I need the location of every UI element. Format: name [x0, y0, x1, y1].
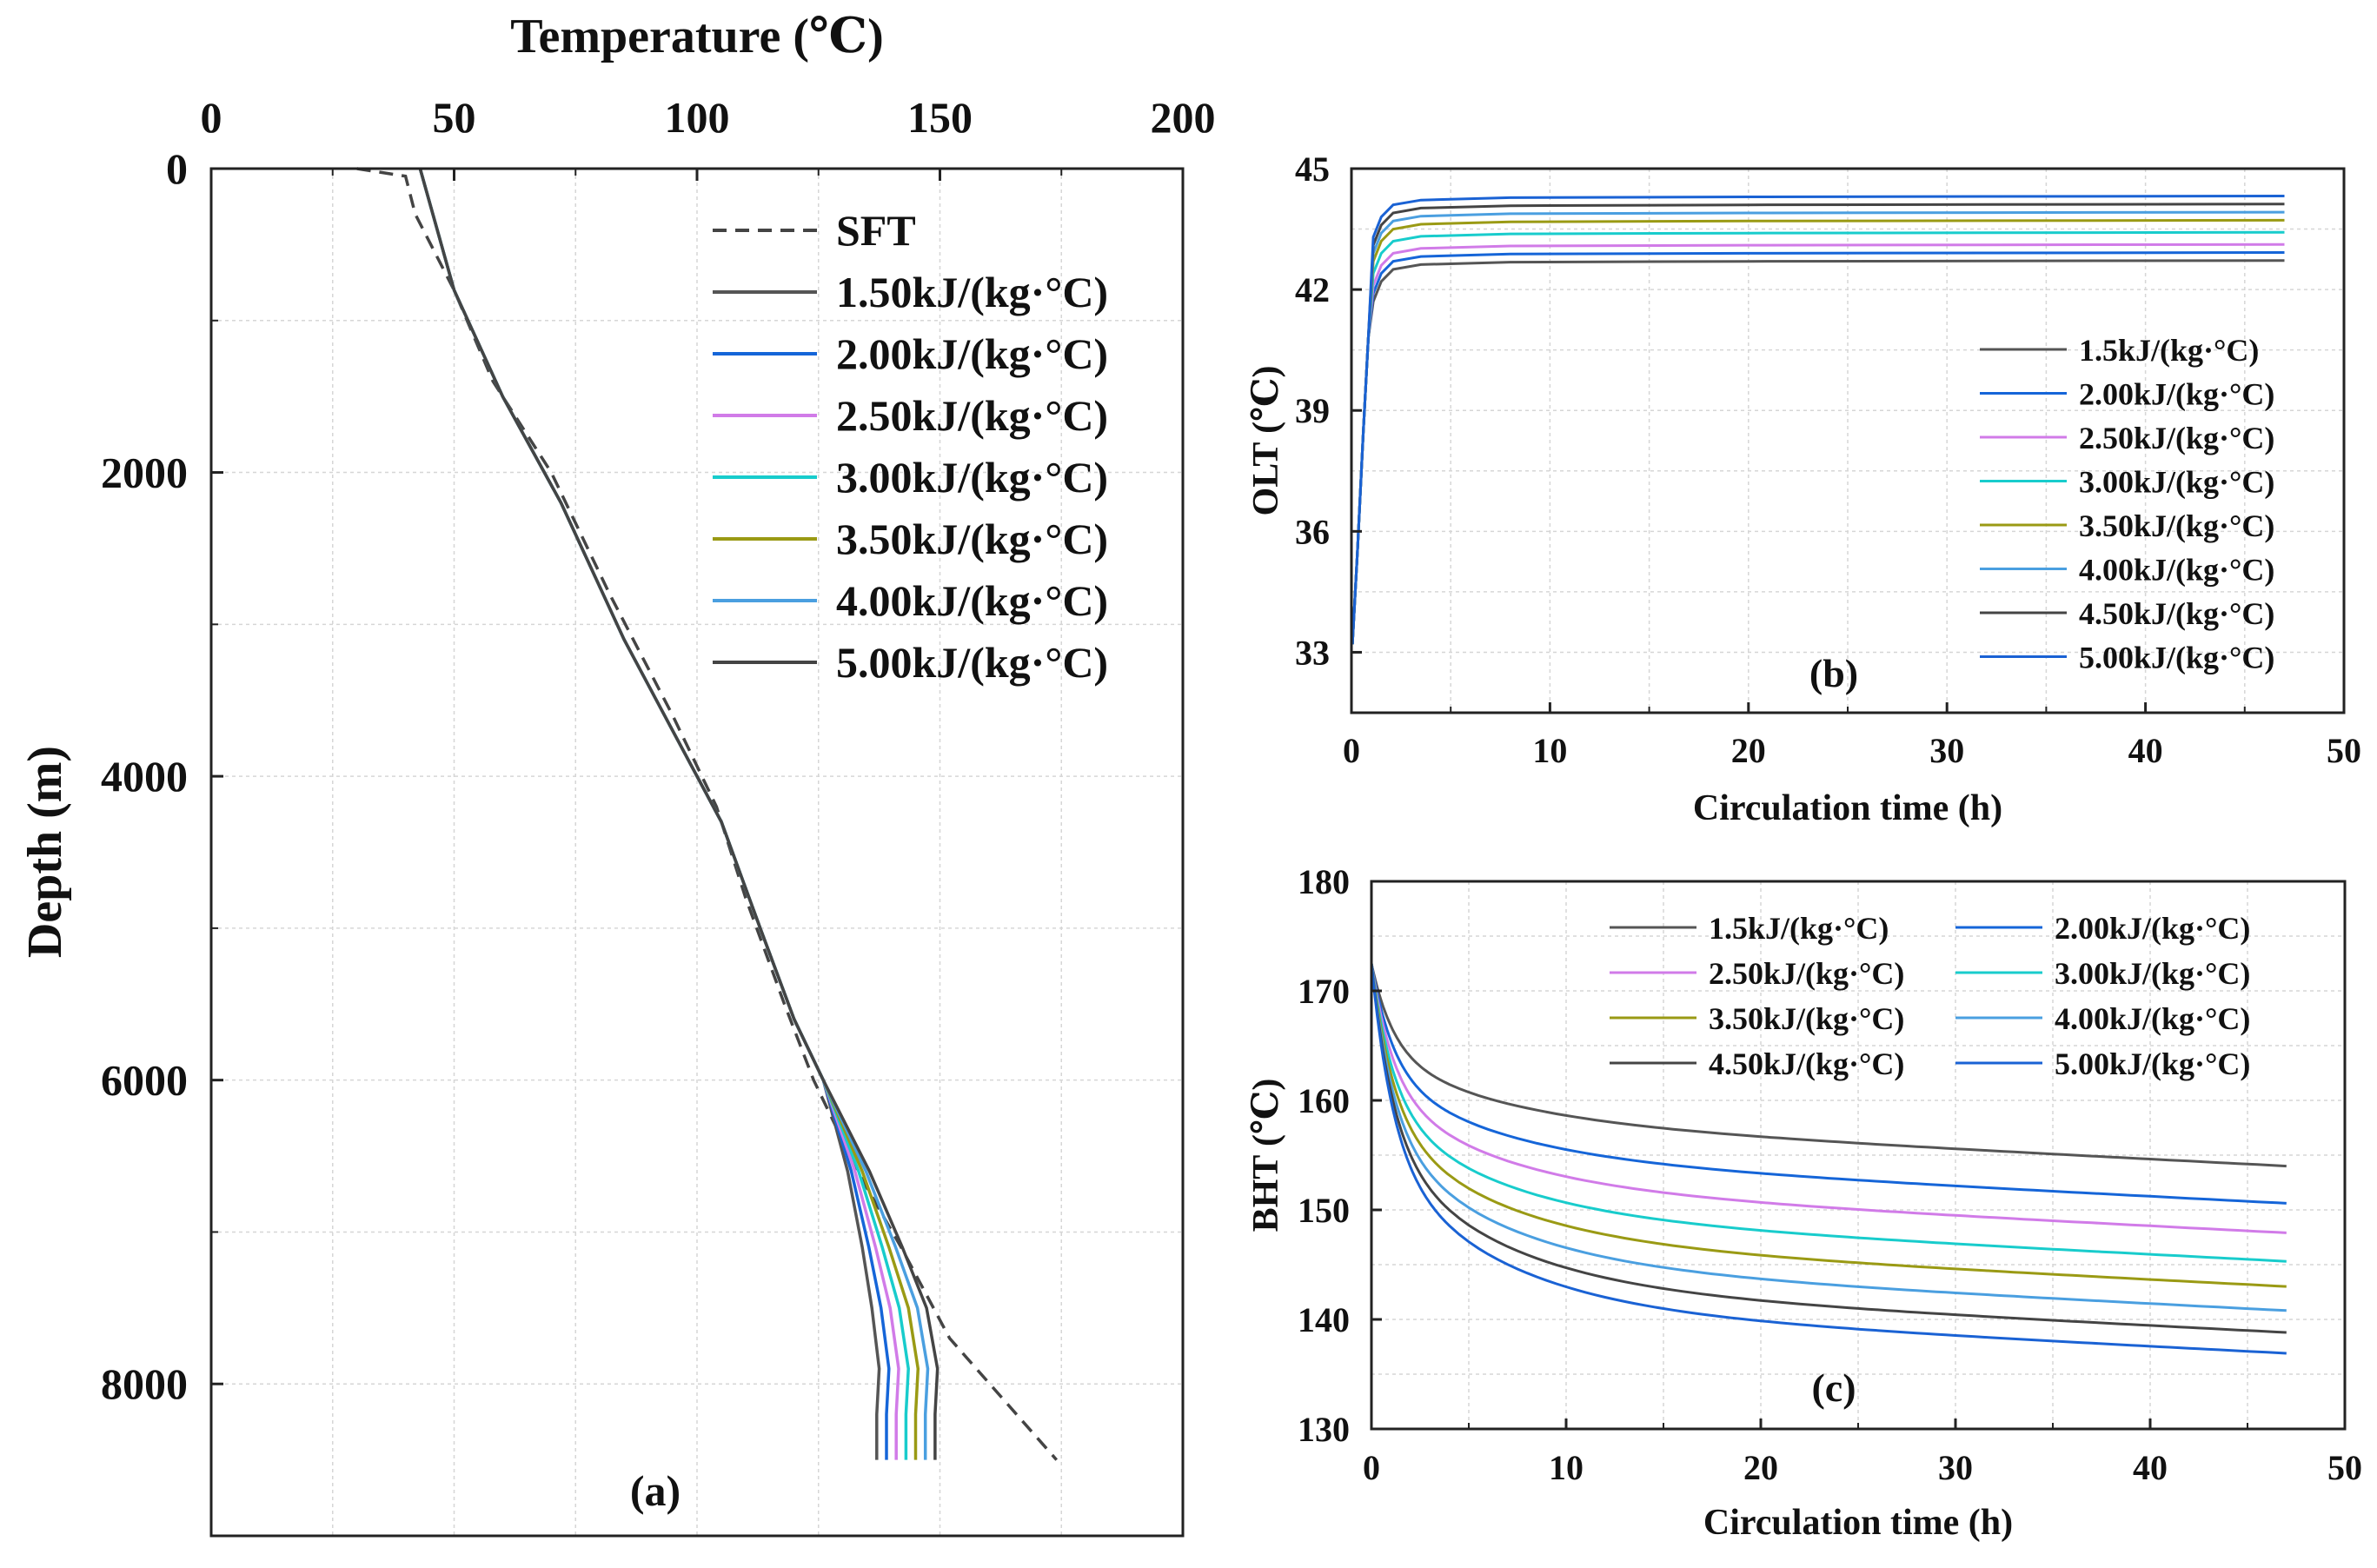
panel-a-ylabel: Depth (m)	[18, 746, 72, 958]
panel-c-label: (c)	[1811, 1365, 1856, 1410]
panel-c-series-line	[1370, 963, 2287, 1355]
panel-c-series-line	[1370, 963, 2287, 1205]
panel-c-series-line	[1370, 963, 2287, 1312]
panel-a-legend-label: 3.00kJ/(kg·°C)	[836, 453, 1108, 502]
panel-c-ytick-label: 180	[1298, 862, 1350, 901]
panel-b-legend-label: 4.50kJ/(kg·°C)	[2079, 596, 2274, 631]
panel-b-lines	[1351, 195, 2285, 645]
panel-c-legend-label: 5.00kJ/(kg·°C)	[2055, 1046, 2250, 1081]
panel-a-xtick-label: 0	[201, 93, 222, 142]
panel-c-xtick-label: 0	[1363, 1448, 1380, 1487]
panel-c-series-line	[1370, 963, 2287, 1168]
panel-c-legend-label: 4.50kJ/(kg·°C)	[1709, 1046, 1904, 1081]
panel-a-xtick-label: 200	[1151, 93, 1216, 142]
panel-a-label: (a)	[630, 1466, 681, 1515]
panel-a-series-line	[418, 168, 900, 1460]
panel-c-xlabel: Circulation time (h)	[1703, 1503, 2013, 1543]
panel-c-series-line	[1370, 963, 2287, 1263]
panel-c-xtick-label: 50	[2327, 1448, 2362, 1487]
panel-a-legend-label: 1.50kJ/(kg·°C)	[836, 268, 1108, 316]
panel-c-ytick-label: 130	[1298, 1410, 1350, 1449]
panel-a-ytick-label: 6000	[101, 1056, 188, 1105]
panel-c-series-line	[1370, 963, 2287, 1234]
panel-b-ytick-label: 45	[1295, 149, 1330, 189]
panel-c-grid	[1371, 881, 2345, 1429]
panel-c-xtick-label: 40	[2133, 1448, 2168, 1487]
panel-b-ytick-label: 42	[1295, 270, 1330, 309]
panel-a-legend-label: 2.00kJ/(kg·°C)	[836, 329, 1108, 378]
panel-a-legend-label: 5.00kJ/(kg·°C)	[836, 638, 1108, 687]
panel-c-xtick-label: 10	[1549, 1448, 1584, 1487]
panel-c-legend-label: 2.00kJ/(kg·°C)	[2055, 911, 2250, 946]
panel-c-ytick-label: 140	[1298, 1300, 1350, 1339]
panel-b-legend-label: 2.00kJ/(kg·°C)	[2079, 377, 2274, 412]
panel-b-legend-label: 3.00kJ/(kg·°C)	[2079, 465, 2274, 500]
panel-a-xtick-label: 150	[907, 93, 973, 142]
panel-a-series-line	[418, 168, 891, 1460]
panel-b-xtick-label: 30	[1929, 731, 1964, 770]
panel-c-legend-label: 4.00kJ/(kg·°C)	[2055, 1001, 2250, 1036]
panel-c-legend-label: 3.50kJ/(kg·°C)	[1709, 1001, 1904, 1036]
panel-a-series-line	[418, 168, 881, 1460]
panel-b-ytick-label: 36	[1295, 512, 1330, 551]
panel-c-legend-label: 3.00kJ/(kg·°C)	[2055, 956, 2250, 991]
panel-b-series-line	[1351, 195, 2285, 645]
panel-c-series-line	[1370, 963, 2287, 1288]
panel-b-xtick-label: 40	[2128, 731, 2163, 770]
panel-a-legend-label: 2.50kJ/(kg·°C)	[836, 391, 1108, 440]
panel-c: 0 10 20 30 40 50 130 140 150 160 170 180 Circulatio…	[1246, 862, 2362, 1543]
panel-b-xlabel: Circulation time (h)	[1693, 788, 2002, 828]
panel-c-ytick-label: 160	[1298, 1081, 1350, 1120]
panel-b-legend-label: 1.5kJ/(kg·°C)	[2079, 333, 2259, 368]
panel-b-ytick-label: 33	[1295, 633, 1330, 672]
panel-b-ytick-label: 39	[1295, 391, 1330, 430]
panel-c-legend-label: 2.50kJ/(kg·°C)	[1709, 956, 1904, 991]
panel-a-ytick-label: 4000	[101, 752, 188, 801]
panel-b-xtick-label: 10	[1532, 731, 1567, 770]
panel-c-xtick-label: 20	[1743, 1448, 1778, 1487]
panel-a-series-line	[418, 168, 910, 1460]
panel-a-xtick-label: 50	[433, 93, 476, 142]
panel-a-series-line	[418, 168, 940, 1460]
panel-a-legend-label: 4.00kJ/(kg·°C)	[836, 576, 1108, 625]
panel-b-ticks: 0 10 20 30 40 50 33 36 39 42 45	[1295, 149, 2361, 770]
panel-b-legend: 1.5kJ/(kg·°C) 2.00kJ/(kg·°C) 2.50kJ/(kg·°C…	[1980, 333, 2274, 675]
panel-b: 0 10 20 30 40 50 33 36 39 42 45 Circulation time (…	[1246, 149, 2361, 828]
panel-c-series-line	[1370, 963, 2287, 1334]
panel-c-ticks: 0 10 20 30 40 50 130 140 150 160 170 180	[1298, 862, 2362, 1487]
panel-b-legend-label: 5.00kJ/(kg·°C)	[2079, 641, 2274, 675]
panel-b-label: (b)	[1809, 651, 1858, 695]
panel-c-ylabel: BHT (℃)	[1246, 1079, 1286, 1232]
panel-a-xlabel: Temperature (℃)	[510, 10, 883, 63]
panel-a-series-line	[356, 167, 1059, 1461]
panel-b-legend-label: 3.50kJ/(kg·°C)	[2079, 508, 2274, 543]
panel-b-legend-label: 4.00kJ/(kg·°C)	[2079, 553, 2274, 588]
panel-c-ytick-label: 150	[1298, 1191, 1350, 1230]
panel-c-xtick-label: 30	[1938, 1448, 1973, 1487]
panel-a-ytick-label: 8000	[101, 1359, 188, 1408]
panel-a-grid	[211, 169, 1183, 1536]
panel-a-ytick-label: 0	[166, 144, 188, 193]
panel-c-legend: 1.5kJ/(kg·°C) 2.00kJ/(kg·°C) 2.50kJ/(kg·°C…	[1610, 911, 2250, 1081]
panel-a-xtick-label: 100	[665, 93, 730, 142]
panel-a-lines	[356, 167, 1059, 1461]
panel-b-xtick-label: 20	[1731, 731, 1766, 770]
panel-b-legend-label: 2.50kJ/(kg·°C)	[2079, 421, 2274, 455]
panel-c-ytick-label: 170	[1298, 972, 1350, 1011]
panel-a-legend-label: 3.50kJ/(kg·°C)	[836, 515, 1108, 563]
panel-b-xtick-label: 0	[1343, 731, 1360, 770]
panel-c-lines	[1370, 963, 2287, 1355]
panel-a-legend: SFT 1.50kJ/(kg·°C) 2.00kJ/(kg·°C) 2.50kJ/(k…	[713, 206, 1108, 687]
panel-b-xtick-label: 50	[2327, 731, 2361, 770]
panel-c-legend-label: 1.5kJ/(kg·°C)	[1709, 911, 1889, 946]
panel-b-ylabel: OLT (℃)	[1246, 366, 1286, 516]
panel-a-legend-label: SFT	[836, 206, 916, 255]
panel-a-ytick-label: 2000	[101, 448, 188, 497]
